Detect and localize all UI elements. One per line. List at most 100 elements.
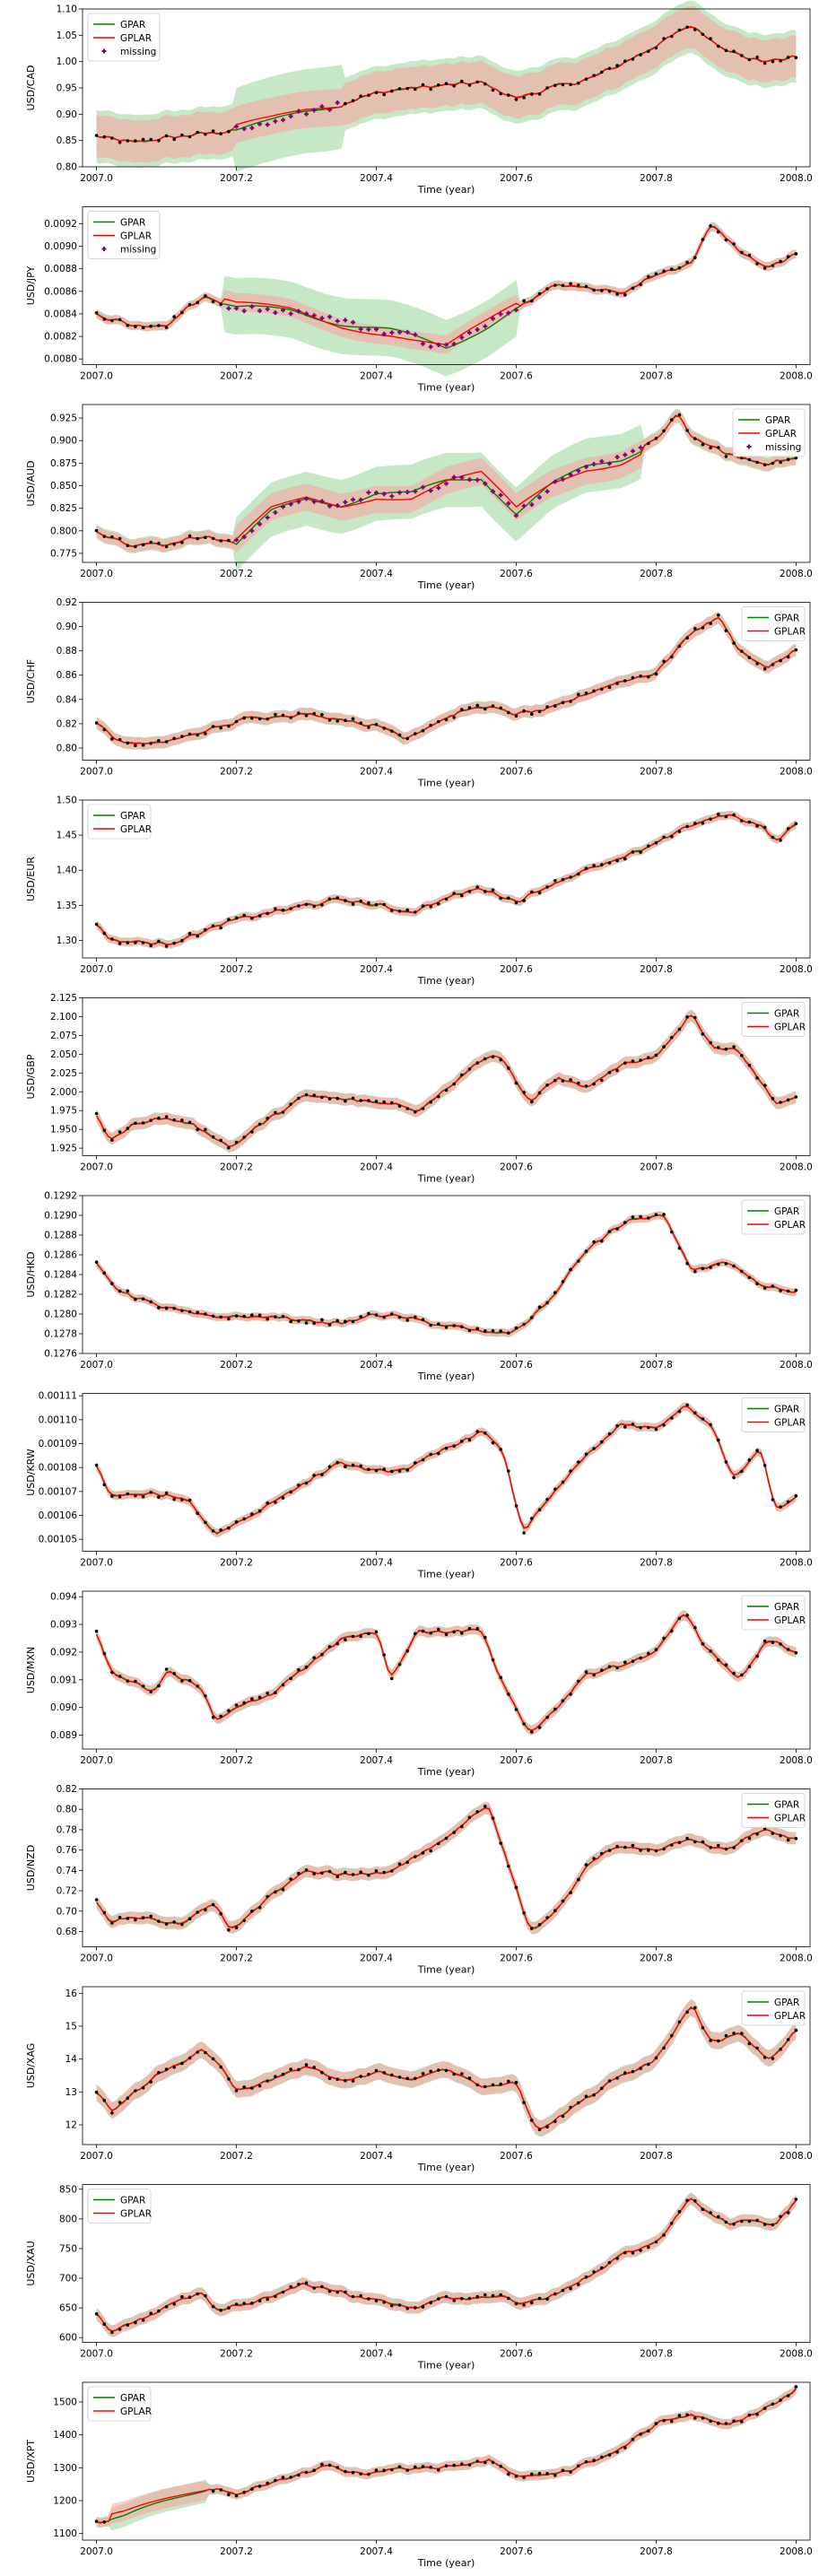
panel-usd-gbp: 2007.0 2007.2 2007.4 2007.6 2007.8 2008.0 1.92… (25, 993, 813, 1185)
y-tick-label: 0.95 (57, 83, 77, 94)
x-tick-label: 2007.8 (640, 2151, 673, 2162)
observed-point (421, 1629, 425, 1633)
observed-point (600, 863, 604, 866)
observed-point (180, 2061, 184, 2066)
legend-box (741, 606, 806, 641)
y-axis-label: USD/CHF (25, 659, 37, 704)
observed-point (639, 1058, 642, 1062)
observed-point (118, 2328, 122, 2331)
observed-point (530, 1100, 534, 1104)
y-tick-label: 0.0084 (44, 309, 77, 319)
observed-point (545, 2125, 549, 2128)
observed-point (266, 2297, 270, 2302)
missing-point (273, 118, 278, 124)
observed-point (484, 707, 487, 711)
observed-point (172, 1672, 176, 1675)
observed-point (607, 289, 612, 293)
missing-point (483, 324, 488, 329)
observed-point (390, 1676, 394, 1681)
observed-point (499, 1841, 502, 1845)
legend: GPAR GPLAR missing (732, 408, 806, 457)
observed-point (157, 2309, 161, 2313)
observed-point (289, 1877, 293, 1881)
legend-gpar-label: GPAR (774, 1206, 799, 1217)
observed-point (94, 2090, 99, 2094)
observed-point (405, 2306, 410, 2311)
observed-point (514, 901, 518, 905)
observed-point (561, 701, 565, 705)
observed-point (662, 2233, 666, 2237)
y-tick-label: 0.875 (50, 458, 77, 469)
observed-point (359, 721, 363, 725)
legend-box (87, 211, 161, 259)
observed-point (327, 2289, 332, 2293)
observed-point (530, 1316, 534, 1319)
axes-frame (82, 206, 811, 365)
observed-point (771, 2223, 775, 2227)
observed-point (227, 1317, 231, 1321)
observed-point (762, 1286, 767, 1290)
observed-point (367, 1099, 370, 1102)
observed-point (762, 2406, 767, 2410)
observed-point (421, 2305, 425, 2309)
observed-point (429, 723, 433, 727)
observed-point (530, 1517, 534, 1520)
observed-point (514, 2475, 518, 2478)
legend-gplar-label: GPLAR (120, 33, 152, 44)
observed-point (677, 1841, 682, 1844)
observed-point (437, 1451, 440, 1456)
observed-point (701, 1840, 705, 1844)
observed-point (654, 2056, 658, 2060)
observed-point (141, 2086, 145, 2090)
missing-point (560, 476, 565, 482)
legend-gpar-label: GPAR (774, 1997, 799, 2008)
observed-point (522, 1910, 526, 1915)
observed-point (537, 2128, 542, 2132)
observed-point (701, 1032, 705, 1036)
observed-point (740, 54, 744, 57)
y-tick-label: 0.72 (57, 1886, 77, 1897)
observed-point (545, 86, 549, 90)
observed-point (507, 1331, 510, 1335)
observed-point (172, 1306, 176, 1310)
observed-point (211, 536, 215, 541)
observed-point (274, 1691, 277, 1694)
observed-point (390, 1101, 394, 1105)
observed-point (755, 662, 759, 666)
observed-point (631, 1215, 635, 1219)
observed-point (414, 2306, 417, 2310)
panel-usd-krw: 2007.0 2007.2 2007.4 2007.6 2007.8 2008.0 0.00… (25, 1391, 813, 1580)
observed-point (740, 1469, 744, 1474)
observed-point (351, 1096, 355, 1101)
observed-point (242, 2302, 247, 2305)
observed-point (149, 742, 152, 745)
x-tick-label: 2007.6 (500, 964, 533, 975)
observed-point (740, 649, 744, 653)
y-tick-label: 1.35 (57, 901, 77, 911)
observed-point (693, 28, 697, 31)
missing-point (374, 326, 379, 332)
observed-point (227, 129, 231, 134)
observed-point (623, 1221, 627, 1224)
observed-point (475, 1327, 479, 1331)
observed-point (747, 1063, 752, 1067)
observed-point (141, 1494, 145, 1499)
observed-point (491, 2460, 495, 2465)
observed-point (530, 1927, 534, 1930)
observed-point (157, 324, 161, 327)
observed-point (762, 1639, 767, 1643)
y-tick-label: 0.1292 (44, 1191, 77, 1202)
observed-point (110, 1670, 114, 1675)
observed-point (219, 1714, 222, 1719)
x-tick-label: 2007.0 (80, 2151, 113, 2162)
x-tick-label: 2007.6 (500, 173, 533, 184)
missing-point (273, 509, 278, 515)
observed-point (561, 2114, 565, 2119)
observed-point (467, 1067, 472, 1071)
y-tick-label: 0.88 (57, 646, 77, 657)
observed-point (553, 1707, 557, 1711)
observed-point (600, 1078, 604, 1083)
legend-missing-marker (101, 247, 107, 251)
observed-point (281, 1496, 285, 1500)
